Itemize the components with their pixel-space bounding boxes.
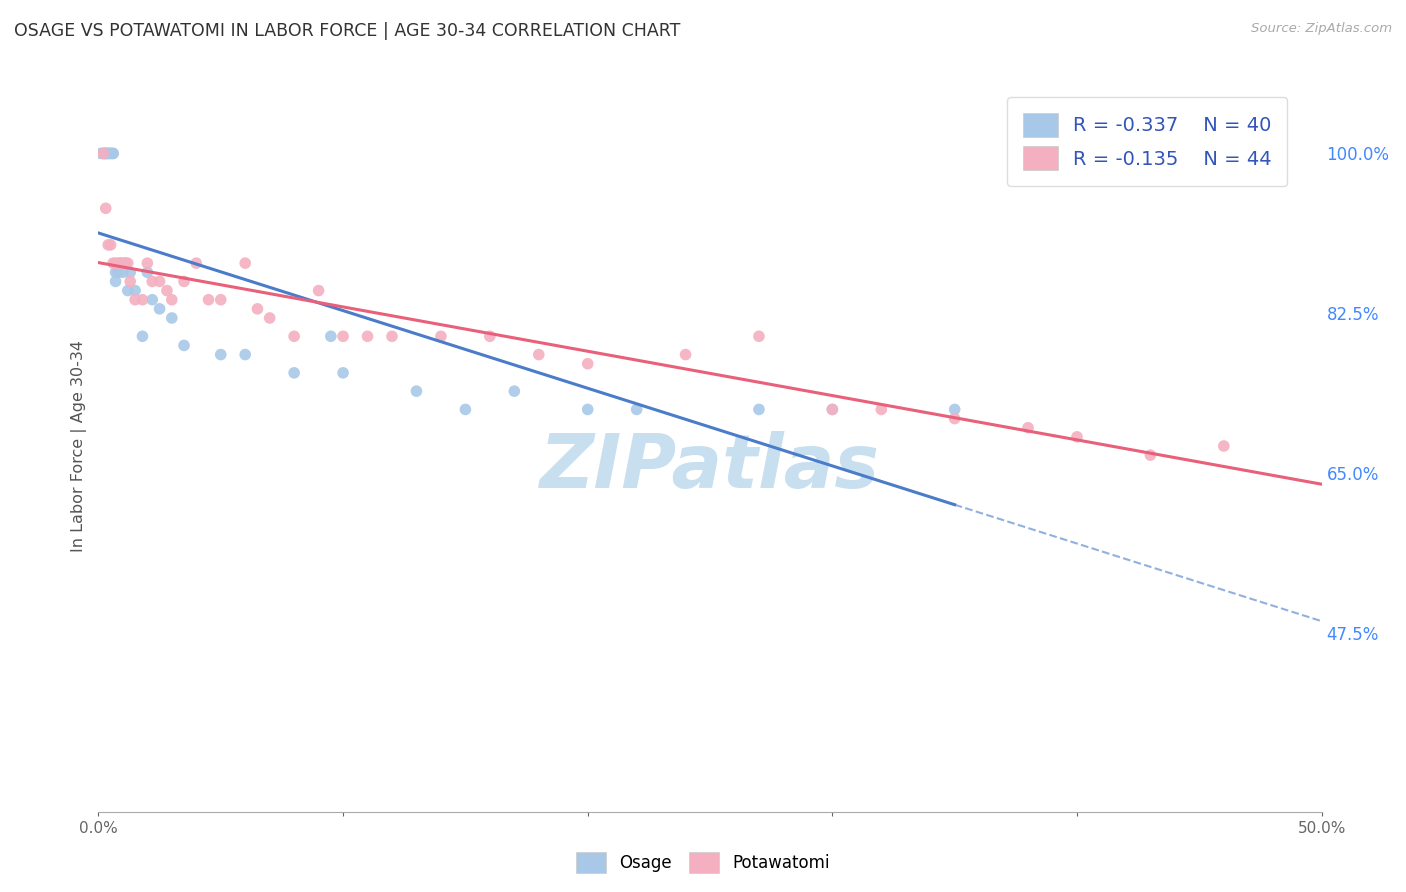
Point: [124, 284, 146, 298]
Point: [233, 256, 256, 270]
Point: [104, 275, 127, 289]
Text: OSAGE VS POTAWATOMI IN LABOR FORCE | AGE 30-34 CORRELATION CHART: OSAGE VS POTAWATOMI IN LABOR FORCE | AGE…: [14, 22, 681, 40]
Point: [136, 256, 159, 270]
Point: [94, 146, 117, 161]
Point: [136, 265, 159, 279]
Point: [120, 275, 142, 289]
Point: [454, 402, 477, 417]
Point: [405, 384, 427, 399]
Point: [91, 146, 114, 161]
Point: [1017, 421, 1039, 435]
Point: [160, 293, 183, 307]
Point: [332, 329, 354, 343]
Point: [117, 284, 139, 298]
Point: [626, 402, 648, 417]
Point: [209, 293, 232, 307]
Point: [197, 293, 219, 307]
Point: [94, 146, 117, 161]
Point: [107, 256, 129, 270]
Point: [1212, 439, 1234, 453]
Point: [91, 146, 114, 161]
Point: [110, 256, 132, 270]
Point: [97, 146, 120, 161]
Point: [156, 284, 179, 298]
Point: [576, 402, 599, 417]
Point: [141, 275, 163, 289]
Point: [319, 329, 342, 343]
Point: [1066, 430, 1088, 444]
Point: [821, 402, 844, 417]
Point: [94, 202, 117, 216]
Point: [104, 256, 127, 270]
Point: [141, 293, 163, 307]
Point: [430, 329, 453, 343]
Point: [503, 384, 526, 399]
Point: [675, 348, 697, 362]
Point: [943, 411, 966, 425]
Point: [478, 329, 501, 343]
Point: [173, 338, 195, 352]
Point: [94, 146, 117, 161]
Point: [111, 256, 134, 270]
Point: [101, 256, 124, 270]
Y-axis label: In Labor Force | Age 30-34: In Labor Force | Age 30-34: [72, 340, 87, 552]
Point: [381, 329, 404, 343]
Point: [748, 329, 770, 343]
Point: [160, 311, 183, 326]
Point: [233, 348, 256, 362]
Point: [101, 146, 124, 161]
Point: [821, 402, 844, 417]
Text: ZIPatlas: ZIPatlas: [540, 432, 880, 505]
Point: [117, 256, 139, 270]
Point: [97, 238, 120, 252]
Point: [527, 348, 550, 362]
Point: [149, 301, 172, 316]
Point: [186, 256, 208, 270]
Point: [110, 256, 132, 270]
Point: [283, 366, 305, 380]
Point: [90, 146, 112, 161]
Point: [120, 265, 142, 279]
Point: [131, 329, 153, 343]
Point: [114, 256, 136, 270]
Point: [332, 366, 354, 380]
Point: [576, 357, 599, 371]
Point: [748, 402, 770, 417]
Point: [97, 146, 120, 161]
Point: [870, 402, 893, 417]
Point: [1139, 448, 1161, 462]
Point: [308, 284, 330, 298]
Point: [356, 329, 378, 343]
Legend: Osage, Potawatomi: Osage, Potawatomi: [569, 846, 837, 880]
Point: [149, 275, 172, 289]
Point: [100, 146, 122, 161]
Point: [114, 256, 136, 270]
Point: [209, 348, 232, 362]
Text: Source: ZipAtlas.com: Source: ZipAtlas.com: [1251, 22, 1392, 36]
Point: [100, 146, 122, 161]
Point: [131, 293, 153, 307]
Point: [283, 329, 305, 343]
Point: [124, 293, 146, 307]
Point: [111, 265, 134, 279]
Point: [259, 311, 281, 326]
Point: [246, 301, 269, 316]
Point: [101, 146, 124, 161]
Point: [91, 146, 114, 161]
Point: [100, 238, 122, 252]
Point: [107, 265, 129, 279]
Point: [104, 265, 127, 279]
Point: [173, 275, 195, 289]
Point: [943, 402, 966, 417]
Legend: R = -0.337    N = 40, R = -0.135    N = 44: R = -0.337 N = 40, R = -0.135 N = 44: [1007, 97, 1288, 186]
